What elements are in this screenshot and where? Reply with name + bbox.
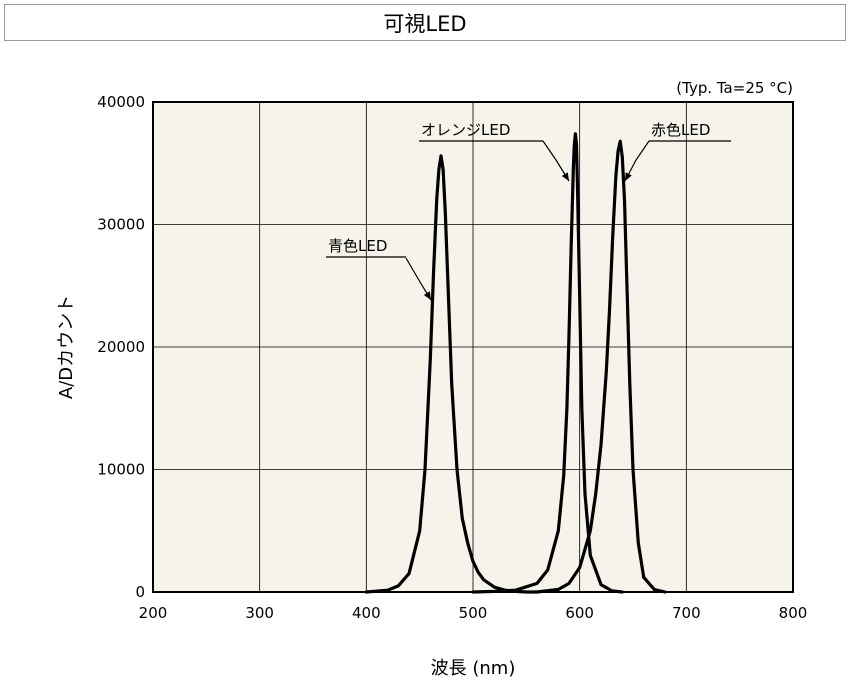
y-tick-label: 40000 bbox=[97, 93, 145, 111]
arrowhead bbox=[561, 172, 569, 181]
x-tick-label: 500 bbox=[459, 604, 488, 622]
condition-label: (Typ. Ta=25 °C) bbox=[676, 79, 793, 97]
arrowhead bbox=[423, 291, 431, 300]
y-axis-title: A/Dカウント bbox=[56, 295, 77, 399]
series-line-1 bbox=[471, 132, 624, 594]
x-tick-label: 600 bbox=[565, 604, 594, 622]
series-line-2 bbox=[535, 139, 667, 594]
x-tick-label: 700 bbox=[672, 604, 701, 622]
x-tick-label: 400 bbox=[352, 604, 381, 622]
y-tick-label: 0 bbox=[135, 583, 145, 601]
x-axis-title: 波長 (nm) bbox=[431, 658, 516, 679]
chart-title: 可視LED bbox=[4, 4, 846, 41]
y-tick-label: 10000 bbox=[97, 461, 145, 479]
x-tick-label: 300 bbox=[245, 604, 274, 622]
x-tick-label: 800 bbox=[779, 604, 808, 622]
x-tick-label: 200 bbox=[139, 604, 168, 622]
series-label: 青色LED bbox=[328, 237, 387, 255]
plot-frame bbox=[152, 101, 794, 593]
series-line-0 bbox=[364, 154, 539, 594]
series-label: オレンジLED bbox=[421, 121, 510, 139]
series-label: 赤色LED bbox=[651, 121, 710, 139]
y-tick-label: 20000 bbox=[97, 338, 145, 356]
arrowhead bbox=[625, 172, 632, 181]
leader-line bbox=[542, 140, 570, 182]
y-tick-label: 30000 bbox=[97, 216, 145, 234]
